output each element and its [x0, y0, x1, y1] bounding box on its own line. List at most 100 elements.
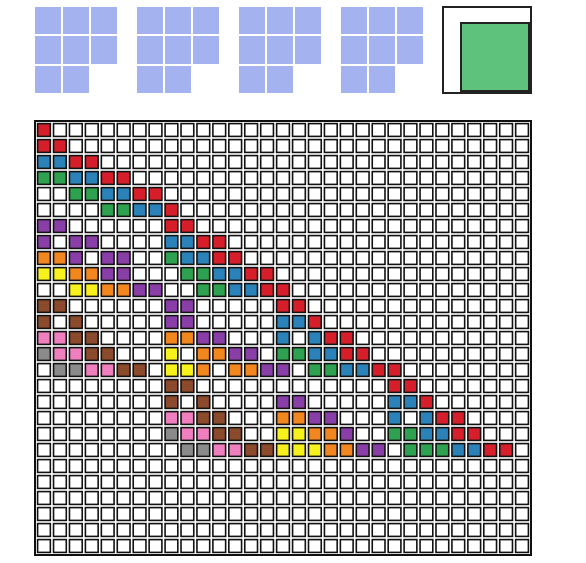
grid-cell-blue: [228, 266, 243, 282]
grid-cell: [467, 330, 482, 346]
grid-cell: [387, 330, 402, 346]
grid-cell: [419, 522, 434, 538]
grid-cell: [419, 378, 434, 394]
grid-cell: [371, 250, 386, 266]
grid-cell: [403, 330, 418, 346]
grid-cell: [371, 394, 386, 410]
grid-cell: [36, 538, 52, 554]
grid-cell: [514, 458, 530, 474]
grid-cell: [419, 282, 434, 298]
grid-cell: [451, 138, 466, 154]
grid-cell-yellow: [68, 282, 84, 298]
grid-cell: [467, 538, 482, 554]
grid-cell: [228, 138, 243, 154]
grid-cell-orange: [275, 410, 291, 426]
grid-cell: [243, 330, 259, 346]
grid-cell: [355, 186, 370, 202]
grid-cell-yellow: [291, 426, 307, 442]
grid-cell: [323, 474, 338, 490]
grid-cell-orange: [100, 282, 115, 298]
grid-cell: [482, 202, 498, 218]
grid-cell: [451, 474, 466, 490]
grid-cell: [307, 218, 323, 234]
grid-cell: [228, 394, 243, 410]
grid-cell: [467, 250, 482, 266]
grid-cell: [259, 154, 275, 170]
grid-cell: [482, 138, 498, 154]
grid-cell: [355, 538, 370, 554]
grid-cell: [498, 394, 514, 410]
grid-cell-blue: [355, 362, 370, 378]
grid-cell: [307, 186, 323, 202]
grid-cell: [36, 490, 52, 506]
grid-cell: [482, 538, 498, 554]
grid-cell: [291, 522, 307, 538]
grid-cell: [498, 298, 514, 314]
grid-cell-red: [498, 442, 514, 458]
grid-cell: [355, 458, 370, 474]
grid-cell: [259, 538, 275, 554]
grid-cell-purple: [275, 362, 291, 378]
tile-cell: [368, 64, 396, 94]
grid-cell: [68, 458, 84, 474]
grid-cell: [132, 138, 147, 154]
grid-cell: [212, 186, 227, 202]
grid-cell-red: [387, 362, 402, 378]
grid-cell-orange: [164, 330, 179, 346]
grid-cell: [323, 154, 338, 170]
grid-cell-blue: [164, 234, 179, 250]
grid-cell-orange: [323, 426, 338, 442]
grid-cell: [498, 490, 514, 506]
grid-cell: [291, 138, 307, 154]
grid-cell: [84, 474, 99, 490]
grid-cell: [132, 346, 147, 362]
grid-cell: [307, 538, 323, 554]
grid-cell: [387, 218, 402, 234]
grid-cell: [339, 474, 354, 490]
grid-cell: [243, 490, 259, 506]
grid-cell: [387, 154, 402, 170]
grid-cell: [259, 378, 275, 394]
grid-cell: [132, 522, 147, 538]
grid-cell: [148, 378, 163, 394]
grid-cell: [291, 378, 307, 394]
grid-cell: [514, 138, 530, 154]
grid-cell: [116, 410, 131, 426]
grid-cell: [291, 186, 307, 202]
grid-cell-purple: [164, 314, 179, 330]
grid-cell-orange: [36, 250, 52, 266]
grid-cell: [148, 410, 163, 426]
grid-cell-yellow: [164, 362, 179, 378]
grid-cell: [52, 394, 68, 410]
grid-cell: [403, 202, 418, 218]
grid-cell: [132, 218, 147, 234]
grid-cell: [196, 314, 211, 330]
grid-cell: [68, 394, 84, 410]
grid-cell: [228, 522, 243, 538]
grid-cell: [419, 170, 434, 186]
grid-cell: [68, 202, 84, 218]
tile-cell: [164, 6, 192, 36]
grid-cell-blue: [36, 154, 52, 170]
grid-cell: [180, 506, 195, 522]
grid-cell: [387, 250, 402, 266]
grid-cell: [116, 314, 131, 330]
grid-cell: [482, 522, 498, 538]
grid-cell-purple: [275, 394, 291, 410]
grid-cell-green: [180, 266, 195, 282]
grid-cell: [371, 522, 386, 538]
grid-cell: [52, 458, 68, 474]
grid-cell: [164, 122, 179, 138]
grid-cell: [228, 474, 243, 490]
grid-cell: [275, 538, 291, 554]
grid-cell-orange: [196, 362, 211, 378]
grid-cell: [323, 266, 338, 282]
grid-cell: [387, 282, 402, 298]
grid-cell-green: [212, 282, 227, 298]
grid-cell: [419, 234, 434, 250]
grid-cell-brown: [196, 394, 211, 410]
grid-cell: [323, 522, 338, 538]
grid-cell: [212, 538, 227, 554]
grid-cell: [403, 122, 418, 138]
grid-cell: [419, 122, 434, 138]
